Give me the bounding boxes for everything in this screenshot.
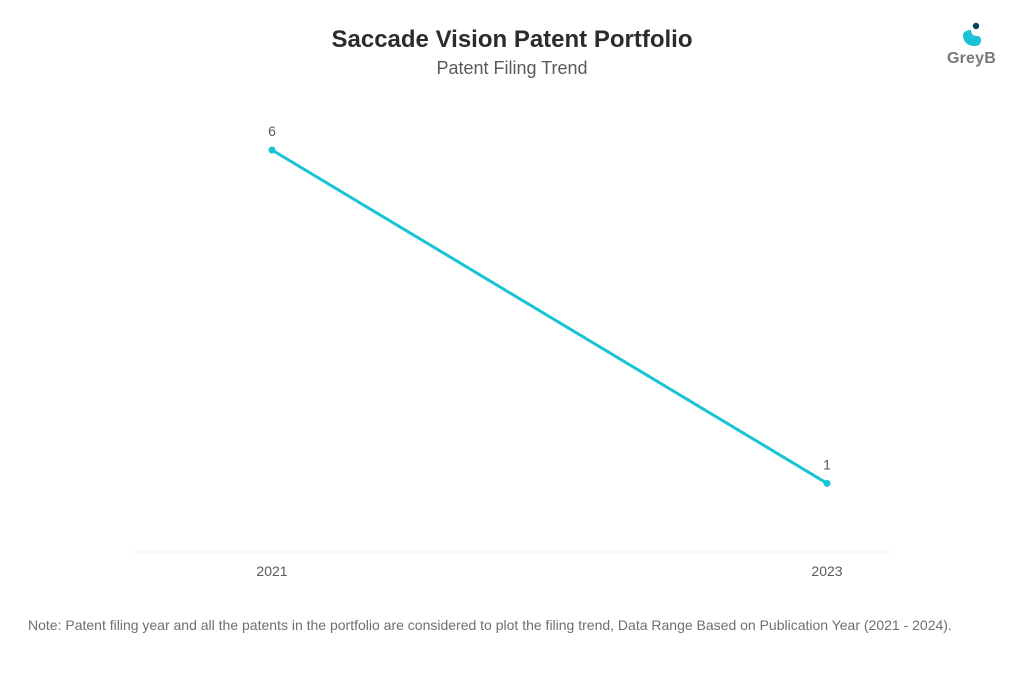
chart-plot-area: 6 2021 1 2023 [132, 95, 892, 595]
chart-container: { "title": "Saccade Vision Patent Portfo… [0, 0, 1024, 683]
footnote: Note: Patent filing year and all the pat… [0, 617, 1024, 633]
brand-logo: GreyB [947, 20, 996, 68]
data-point [269, 147, 276, 154]
logo-icon [957, 20, 985, 48]
logo-text: GreyB [947, 50, 996, 68]
data-label: 1 [823, 456, 831, 472]
data-label: 6 [268, 123, 276, 139]
data-point [824, 480, 831, 487]
line-chart: 6 2021 1 2023 [132, 95, 892, 595]
x-axis-label: 2021 [256, 563, 287, 579]
chart-title: Saccade Vision Patent Portfolio [0, 26, 1024, 54]
chart-subtitle: Patent Filing Trend [0, 58, 1024, 79]
x-axis-label: 2023 [811, 563, 842, 579]
trend-line [272, 150, 827, 483]
